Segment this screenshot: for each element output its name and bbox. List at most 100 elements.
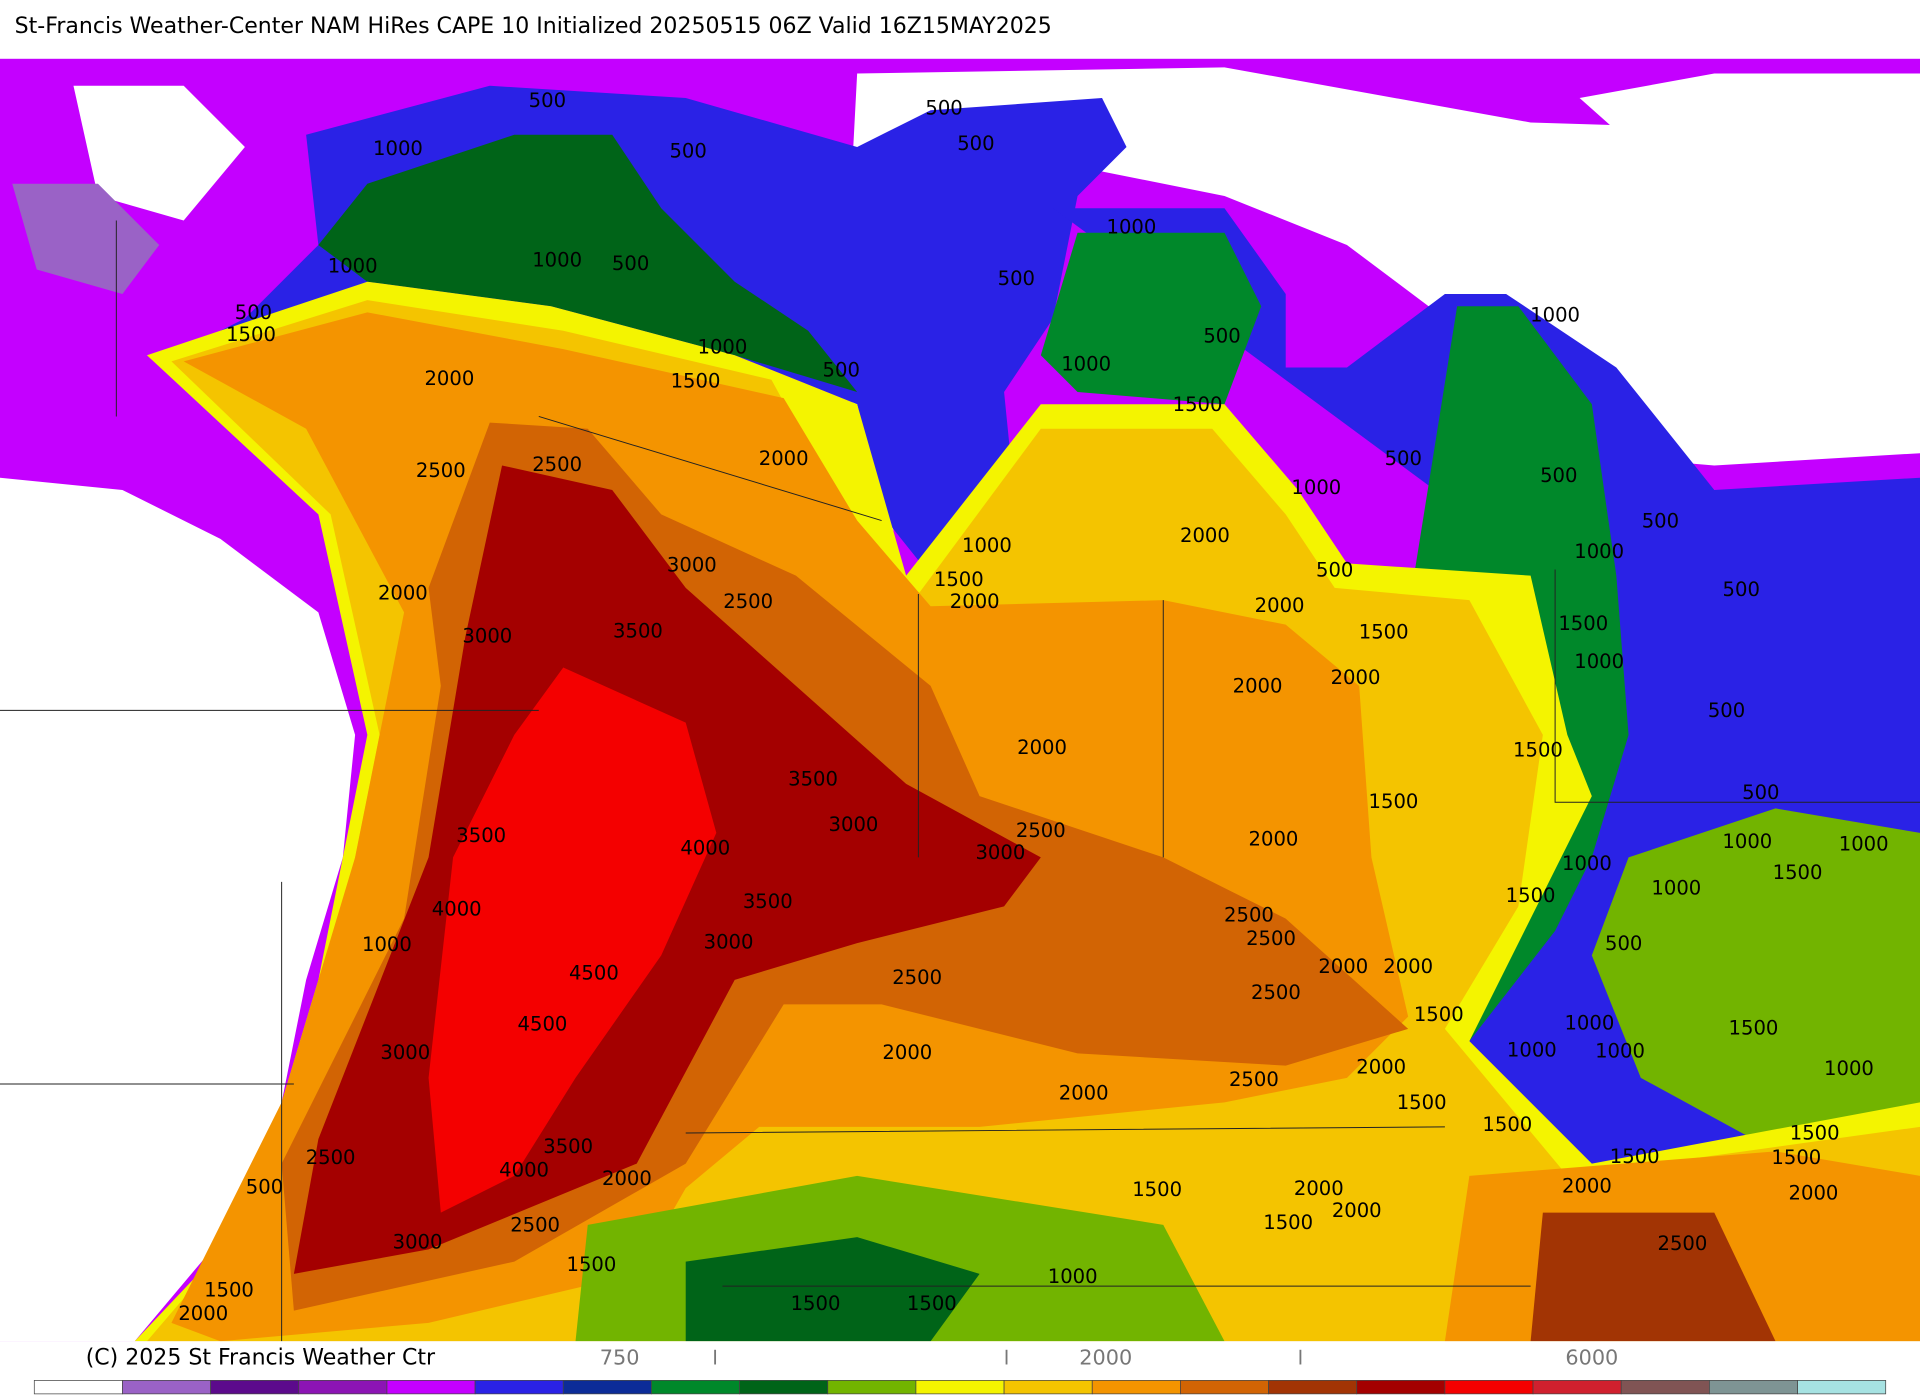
contour-label: 2500 bbox=[892, 966, 942, 989]
contour-label: 1500 bbox=[1513, 738, 1563, 761]
contour-label: 500 bbox=[1316, 558, 1353, 581]
colorbar-swatch bbox=[210, 1380, 300, 1395]
contour-label: 1500 bbox=[934, 568, 984, 591]
colorbar: 750 2000 6000 bbox=[33, 1345, 1887, 1395]
colorbar-tick-label: 2000 bbox=[1079, 1345, 1132, 1369]
contour-label: 500 bbox=[1642, 509, 1679, 532]
contour-label: 3500 bbox=[543, 1135, 593, 1158]
contour-label: 2500 bbox=[510, 1214, 560, 1237]
contour-label: 2500 bbox=[1016, 819, 1066, 842]
field-white bbox=[0, 477, 356, 1342]
contour-label: 1000 bbox=[532, 248, 582, 271]
contour-label: 1000 bbox=[698, 335, 748, 358]
colorbar-swatch bbox=[33, 1380, 123, 1395]
contour-label: 1000 bbox=[1651, 877, 1701, 900]
contour-label: 500 bbox=[1385, 447, 1422, 470]
contour-label: 2000 bbox=[1562, 1174, 1612, 1197]
field-yellowgreen bbox=[1591, 808, 1920, 1152]
contour-label: 2000 bbox=[178, 1302, 228, 1325]
contour-label: 2000 bbox=[1383, 955, 1433, 978]
contour-label: 2500 bbox=[416, 459, 466, 482]
field-white bbox=[1579, 73, 1920, 307]
colorbar-tick-label: 750 bbox=[600, 1345, 640, 1369]
colorbar-swatch bbox=[1356, 1380, 1446, 1395]
contour-label: 1000 bbox=[1722, 830, 1772, 853]
contour-label: 1500 bbox=[1397, 1091, 1447, 1114]
field-brown bbox=[1530, 1212, 1776, 1342]
colorbar-swatch bbox=[122, 1380, 211, 1395]
contour-label: 1000 bbox=[1107, 215, 1157, 238]
contour-label: 2000 bbox=[1059, 1081, 1109, 1104]
contour-label: 500 bbox=[1203, 324, 1240, 347]
contour-label: 1000 bbox=[1595, 1040, 1645, 1063]
contour-label: 1500 bbox=[1414, 1003, 1464, 1026]
contour-label: 3500 bbox=[456, 824, 506, 847]
contour-label: 1000 bbox=[362, 933, 412, 956]
contour-label: 2000 bbox=[1249, 828, 1299, 851]
contour-label: 2000 bbox=[1318, 955, 1368, 978]
contour-label: 4000 bbox=[432, 898, 482, 921]
contour-label: 1000 bbox=[1824, 1057, 1874, 1080]
contour-label: 1000 bbox=[1291, 476, 1341, 499]
contour-label: 1500 bbox=[1482, 1113, 1532, 1136]
contour-label: 2000 bbox=[602, 1167, 652, 1190]
contour-label: 1000 bbox=[1061, 353, 1111, 376]
field-green bbox=[1040, 232, 1262, 405]
contour-label: 1500 bbox=[1773, 861, 1823, 884]
contour-label: 1000 bbox=[328, 255, 378, 278]
contour-label: 1000 bbox=[962, 534, 1012, 557]
field-green bbox=[318, 134, 858, 392]
contour-label: 2000 bbox=[1356, 1056, 1406, 1079]
contour-label: 1500 bbox=[671, 370, 721, 393]
contour-label: 500 bbox=[1708, 699, 1745, 722]
field-red bbox=[428, 667, 717, 1213]
field-white bbox=[73, 85, 245, 221]
contour-label: 2500 bbox=[1229, 1068, 1279, 1091]
contour-label: 2000 bbox=[424, 367, 474, 390]
contour-label: 4500 bbox=[569, 961, 619, 984]
contour-label: 500 bbox=[235, 301, 272, 324]
contour-label: 2000 bbox=[1233, 675, 1283, 698]
contour-label: 1500 bbox=[1173, 393, 1223, 416]
credit: (C) 2025 St Francis Weather Ctr bbox=[86, 1345, 436, 1370]
contour-label: 3500 bbox=[788, 768, 838, 791]
contour-label: 2000 bbox=[1017, 736, 1067, 759]
contour-label: 500 bbox=[1742, 781, 1779, 804]
contour-label: 3500 bbox=[743, 890, 793, 913]
colorbar-swatch bbox=[1091, 1380, 1181, 1395]
title: St-Francis Weather-Center NAM HiRes CAPE… bbox=[15, 14, 1052, 39]
contour-label: 500 bbox=[612, 252, 649, 275]
contour-label: 3000 bbox=[829, 813, 879, 836]
contour-label: 1500 bbox=[1558, 612, 1608, 635]
colorbar-swatch bbox=[915, 1380, 1005, 1395]
contour-label: 4000 bbox=[499, 1158, 549, 1181]
contour-label: 1500 bbox=[907, 1292, 957, 1315]
contour-label: 2000 bbox=[759, 447, 809, 470]
colorbar-swatch bbox=[562, 1380, 652, 1395]
contour-label: 1500 bbox=[567, 1253, 617, 1276]
contour-label: 500 bbox=[529, 89, 566, 112]
contour-label: 2500 bbox=[1246, 927, 1296, 950]
colorbar-swatch bbox=[386, 1380, 476, 1395]
contour-label: 3000 bbox=[393, 1231, 443, 1254]
contour-label: 2000 bbox=[882, 1041, 932, 1064]
contour-label: 1500 bbox=[1771, 1146, 1821, 1169]
contour-label: 1000 bbox=[1562, 852, 1612, 875]
contour-label: 4500 bbox=[518, 1013, 568, 1036]
contour-label: 2000 bbox=[950, 590, 1000, 613]
colorbar-swatch bbox=[827, 1380, 917, 1395]
contour-label: 2000 bbox=[1180, 524, 1230, 547]
colorbar-swatch bbox=[1180, 1380, 1269, 1395]
colorbar-swatch bbox=[1003, 1380, 1093, 1395]
colorbar-swatch bbox=[739, 1380, 829, 1395]
contour-label: 2000 bbox=[1331, 666, 1381, 689]
contour-label: 500 bbox=[925, 97, 962, 120]
contour-label: 2500 bbox=[723, 590, 773, 613]
colorbar-swatch bbox=[1797, 1380, 1887, 1395]
contour-label: 2500 bbox=[1224, 904, 1274, 927]
contour-label: 3000 bbox=[975, 841, 1025, 864]
field-green bbox=[685, 1237, 980, 1342]
contour-label: 1000 bbox=[1839, 833, 1889, 856]
contour-label: 2000 bbox=[1332, 1199, 1382, 1222]
